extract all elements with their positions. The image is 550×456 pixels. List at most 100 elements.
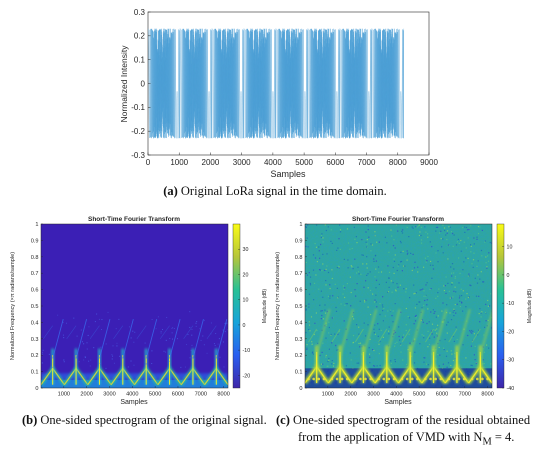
noise-speckle	[73, 317, 75, 319]
noise-pixel	[460, 239, 462, 242]
noise-speckle	[133, 341, 135, 343]
noise-pixel	[365, 231, 367, 233]
noise-pixel	[432, 268, 435, 270]
noise-pixel	[368, 236, 370, 238]
noise-pixel	[396, 269, 398, 272]
noise-pixel	[450, 266, 452, 268]
noise-pixel	[405, 307, 407, 310]
noise-speckle	[210, 333, 212, 335]
noise-pixel	[324, 312, 327, 314]
noise-pixel	[374, 333, 376, 335]
noise-pixel	[367, 273, 369, 275]
noise-pixel	[339, 229, 342, 231]
noise-pixel	[438, 232, 441, 234]
chirp-dot	[457, 377, 461, 381]
noise-pixel	[475, 362, 477, 364]
caption-c-line-2: from the application of VMD with NM = 4.	[276, 429, 530, 451]
noise-pixel	[337, 333, 339, 335]
noise-pixel	[411, 269, 413, 272]
noise-pixel	[375, 268, 377, 270]
noise-pixel	[374, 235, 376, 237]
noise-speckle	[157, 316, 159, 318]
spectrogram-residual-colorbar	[496, 223, 505, 389]
caption-c-subscript: M	[482, 436, 492, 448]
y-tick-label: 1	[35, 222, 38, 228]
noise-pixel	[473, 354, 475, 356]
noise-pixel	[470, 251, 472, 253]
chirp-harmonic-faint	[183, 325, 194, 339]
noise-pixel	[466, 229, 469, 231]
noise-pixel	[443, 349, 445, 351]
noise-pixel	[354, 289, 356, 291]
noise-pixel	[315, 312, 317, 314]
noise-pixel	[329, 287, 331, 290]
noise-pixel	[461, 295, 463, 297]
noise-pixel	[319, 269, 321, 271]
caption-a-text: Original LoRa signal in the time domain.	[177, 184, 387, 198]
noise-pixel	[411, 342, 413, 344]
noise-speckle	[215, 333, 217, 335]
noise-pixel	[330, 333, 332, 336]
noise-pixel	[321, 314, 323, 317]
y-tick-label: -0.3	[131, 151, 145, 160]
noise-speckle	[62, 321, 64, 323]
chirp-mark	[156, 319, 183, 386]
noise-speckle	[112, 355, 114, 357]
noise-pixel	[395, 224, 397, 226]
noise-pixel	[375, 301, 377, 303]
chirp-dot	[392, 377, 396, 381]
noise-pixel	[337, 297, 339, 299]
noise-pixel	[395, 290, 397, 292]
noise-pixel	[374, 255, 376, 257]
noise-pixel	[327, 365, 329, 367]
noise-pixel	[458, 282, 460, 284]
noise-pixel	[471, 364, 473, 367]
noise-pixel	[327, 360, 329, 363]
noise-speckle	[132, 330, 134, 332]
noise-speckle	[98, 318, 100, 320]
low-band	[305, 368, 492, 388]
time-y-label: Normalized Intensity	[119, 45, 129, 123]
noise-pixel	[390, 280, 392, 282]
noise-speckle	[177, 338, 179, 340]
caption-c-label: (c)	[276, 413, 290, 427]
noise-pixel	[378, 283, 380, 285]
noise-pixel	[423, 295, 425, 297]
noise-pixel	[450, 319, 453, 321]
noise-pixel	[348, 242, 350, 244]
x-tick-label: 4000	[264, 158, 282, 167]
chirp-mark	[350, 309, 378, 385]
noise-pixel	[446, 350, 448, 352]
noise-pixel	[437, 353, 439, 356]
noise-pixel	[414, 320, 417, 322]
noise-pixel	[388, 326, 390, 328]
noise-pixel	[338, 330, 340, 332]
noise-pixel	[420, 289, 422, 291]
noise-pixel	[347, 267, 349, 269]
noise-pixel	[427, 255, 429, 258]
noise-pixel	[429, 241, 431, 243]
noise-speckle	[189, 326, 191, 328]
chirp-dot	[307, 377, 310, 381]
chirp-harmonic	[145, 319, 158, 359]
noise-pixel	[396, 283, 398, 285]
noise-pixel	[370, 243, 372, 245]
noise-pixel	[305, 226, 307, 228]
noise-pixel	[481, 229, 483, 231]
noise-pixel	[403, 288, 405, 290]
noise-pixel	[387, 291, 389, 293]
noise-pixel	[337, 247, 339, 249]
noise-pixel	[396, 341, 398, 343]
colorbar-tick-label: -10	[243, 348, 251, 354]
noise-pixel	[353, 226, 355, 228]
chirp-dot	[346, 377, 349, 381]
noise-pixel	[308, 303, 310, 305]
noise-pixel	[352, 268, 354, 270]
noise-speckle	[128, 326, 130, 328]
noise-pixel	[327, 295, 330, 297]
noise-pixel	[352, 342, 354, 344]
noise-pixel	[465, 226, 468, 229]
noise-pixel	[465, 298, 467, 300]
noise-pixel	[400, 311, 402, 313]
